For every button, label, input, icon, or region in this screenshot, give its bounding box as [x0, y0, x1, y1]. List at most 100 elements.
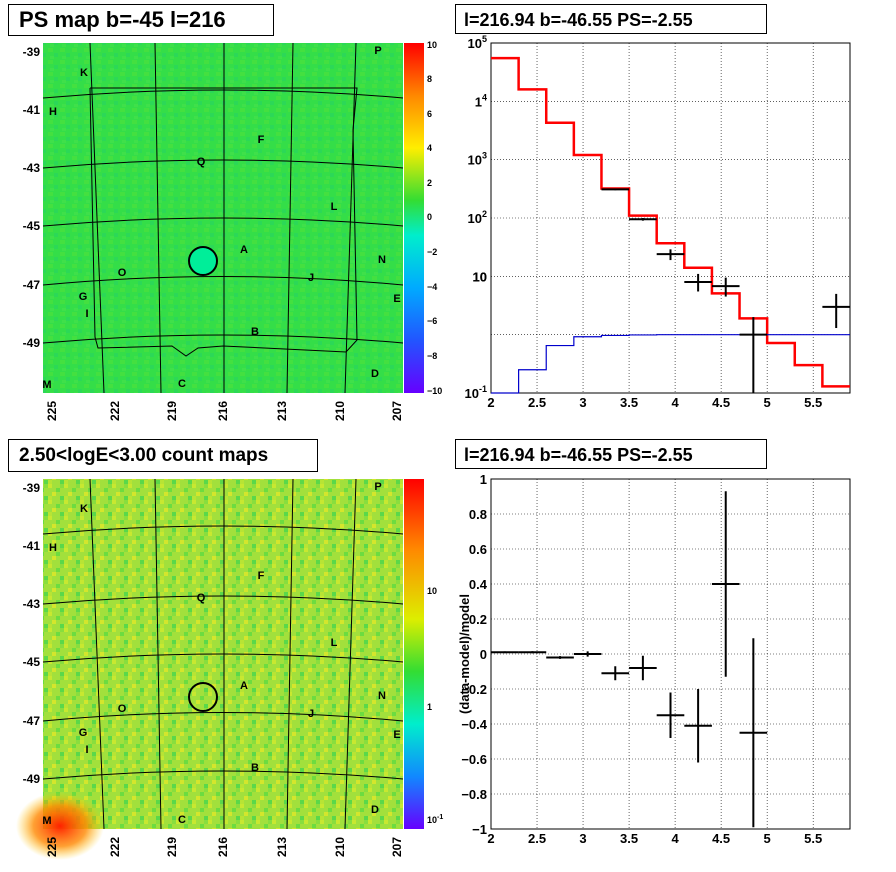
region-label-n: N: [378, 690, 386, 702]
region-label-e: E: [393, 293, 400, 305]
y-tick-label: 10: [473, 269, 487, 284]
x-tick-label: 219: [165, 401, 179, 421]
x-tick-label: 5.5: [804, 395, 822, 410]
region-label-l: L: [331, 201, 338, 213]
count-map-colorbar-labels: 10 1 10-1: [427, 586, 443, 825]
region-label-b: B: [251, 326, 259, 338]
colorbar-tick-label: 4: [427, 143, 432, 153]
region-label-l: L: [331, 637, 338, 649]
region-label-h: H: [49, 542, 57, 554]
y-tick-label: -49: [23, 336, 41, 350]
ps-map-ylabels: -39 -41 -43 -45 -47 -49: [23, 45, 41, 350]
region-label-e: E: [393, 729, 400, 741]
y-tick-label: -49: [23, 772, 41, 786]
count-map-regions: K P H F Q L A N O J G E I B D M C: [42, 481, 400, 827]
y-tick-label: -45: [23, 219, 41, 233]
region-label-i: I: [85, 744, 88, 756]
colorbar-tick-label: 0: [427, 212, 432, 222]
count-map-xlabels: 225 222 219 216 213 210 207: [45, 837, 404, 857]
x-tick-label: 207: [390, 401, 404, 421]
x-tick-label: 5: [764, 395, 771, 410]
region-label-j: J: [308, 708, 314, 720]
colorbar-tick-label: 10-1: [427, 814, 443, 825]
spectrum-points: [601, 188, 850, 393]
colorbar-tick-label: −8: [427, 351, 437, 361]
region-label-g: G: [79, 727, 88, 739]
region-label-d: D: [371, 368, 379, 380]
colorbar-tick-label: 8: [427, 74, 432, 84]
count-map-title: 2.50<logE<3.00 count maps: [8, 439, 318, 472]
count-map-chart: K P H F Q L A N O J G E I B D M C -39 -41 -43 -45 -47 -49 225…: [16, 478, 443, 860]
y-tick-label: -41: [23, 103, 41, 117]
x-tick-label: 210: [333, 401, 347, 421]
count-map-grid: [42, 478, 404, 830]
x-tick-label: 4.5: [712, 395, 730, 410]
histogram-series: [491, 56, 850, 388]
y-tick-label: -41: [23, 539, 41, 553]
x-tick-label: 210: [333, 837, 347, 857]
region-label-m: M: [42, 815, 51, 827]
x-tick-label: 4: [671, 831, 679, 846]
x-tick-label: 219: [165, 837, 179, 857]
residual-frame: [490, 478, 851, 830]
residual-chart: 2 2.5 3 3.5 4 4.5 5 5.5 1 0.8 0.6 0.4 0.2 0 −0.2 −0.4 −0…: [457, 472, 851, 846]
y-tick-label: -43: [23, 597, 41, 611]
x-tick-label: 222: [108, 837, 122, 857]
y-tick-label: 105: [468, 34, 487, 51]
colorbar-tick-label: −2: [427, 247, 437, 257]
residual-ticks: 2 2.5 3 3.5 4 4.5 5 5.5 1 0.8 0.6 0.4 0.2 0 −0.2 −0.4 −0…: [461, 472, 822, 846]
region-label-p: P: [374, 45, 381, 57]
x-tick-label: 225: [45, 401, 59, 421]
colorbar-tick-label: −10: [427, 386, 442, 396]
y-tick-label: 10: [473, 269, 487, 284]
residual-points: [491, 491, 768, 828]
count-map-hotspot: [16, 792, 104, 860]
ps-map-xlabels: 225 222 219 216 213 210 207: [45, 401, 404, 421]
x-tick-label: 3: [579, 395, 586, 410]
y-tick-label: 103: [468, 151, 487, 168]
region-label-c: C: [178, 378, 186, 390]
region-label-m: M: [42, 379, 51, 391]
ps-map-source-circle: [188, 246, 218, 276]
colorbar-tick-label: −6: [427, 316, 437, 326]
region-label-j: J: [308, 272, 314, 284]
region-label-k: K: [80, 67, 88, 79]
colorbar-tick-label: 10: [427, 586, 437, 596]
x-tick-label: 3.5: [620, 831, 638, 846]
x-tick-label: 4: [671, 395, 679, 410]
x-tick-label: 5.5: [804, 831, 822, 846]
count-map-source-circle: [188, 682, 218, 712]
region-label-f: F: [258, 570, 265, 582]
count-map-colorbar: [404, 479, 424, 829]
region-label-b: B: [251, 762, 259, 774]
colorbar-tick-label: 10: [427, 40, 437, 50]
colorbar-tick-label: 1: [427, 702, 432, 712]
region-label-q: Q: [197, 592, 206, 604]
x-tick-label: 216: [216, 837, 230, 857]
y-tick-label: 102: [468, 209, 487, 226]
y-tick-label: -47: [23, 714, 41, 728]
ps-map-colorbar: [404, 43, 424, 393]
y-tick-label: -45: [23, 655, 41, 669]
region-label-n: N: [378, 254, 386, 266]
x-tick-label: 207: [390, 837, 404, 857]
x-tick-label: 2.5: [528, 395, 546, 410]
region-label-k: K: [80, 503, 88, 515]
colorbar-tick-label: 6: [427, 109, 432, 119]
region-label-p: P: [374, 481, 381, 493]
x-tick-label: 222: [108, 401, 122, 421]
x-tick-label: 4.5: [712, 831, 730, 846]
count-map-ylabels: -39 -41 -43 -45 -47 -49: [23, 481, 41, 786]
spectrum-frame: [490, 42, 851, 394]
ps-map-regions: K P H F Q L A N O J G E I B D M C: [42, 45, 400, 391]
region-label-o: O: [118, 267, 127, 279]
ps-map-grid: [42, 42, 404, 394]
ps-map-chart: K P H F Q L A N O J G E I B D M C -39 -41 -43 -45 -47 -49 225…: [23, 40, 443, 421]
y-tick-label: 0.4: [469, 577, 488, 592]
y-tick-label: 0.6: [469, 542, 487, 557]
y-tick-label: -39: [23, 45, 41, 59]
x-tick-label: 3.5: [620, 395, 638, 410]
region-label-a: A: [240, 680, 248, 692]
y-tick-label: 0.2: [469, 612, 487, 627]
residual-grid: [491, 479, 850, 829]
